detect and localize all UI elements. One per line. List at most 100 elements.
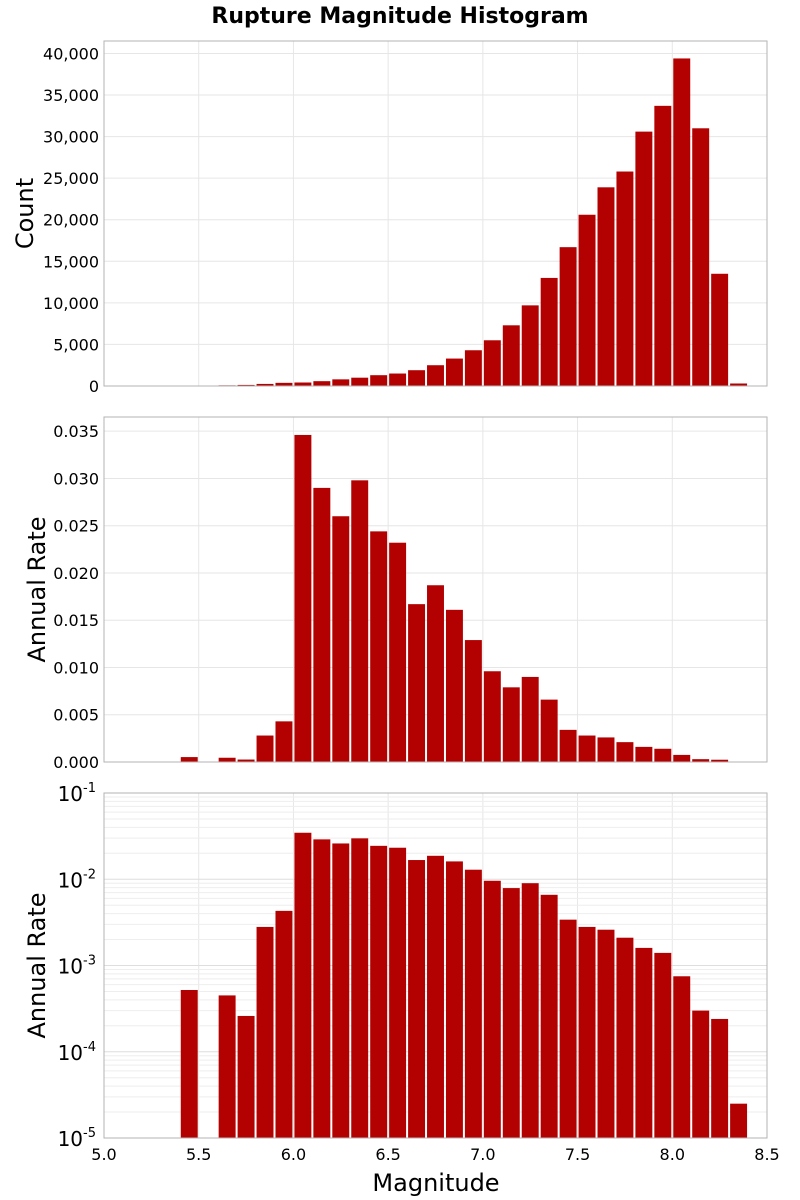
bar xyxy=(502,888,520,1138)
bar xyxy=(483,880,501,1138)
bar xyxy=(673,754,691,762)
bar xyxy=(313,381,331,386)
bar xyxy=(654,105,672,386)
bar xyxy=(237,384,255,386)
bar xyxy=(540,699,558,762)
bar xyxy=(559,247,577,386)
y-tick-label: 0.005 xyxy=(53,706,99,725)
chart-title: Rupture Magnitude Histogram xyxy=(211,4,588,29)
y-tick-label: 15,000 xyxy=(43,252,99,271)
bar xyxy=(427,365,444,386)
bar xyxy=(616,937,634,1138)
bar xyxy=(427,855,444,1138)
bar xyxy=(351,838,369,1138)
y-tick-label: 0.030 xyxy=(53,469,99,488)
bar xyxy=(351,377,369,386)
bar xyxy=(635,947,653,1138)
bar xyxy=(237,1015,255,1138)
bar xyxy=(559,919,577,1138)
bar xyxy=(256,926,274,1138)
bar xyxy=(445,358,463,386)
bar xyxy=(275,721,293,762)
bar xyxy=(635,131,653,386)
bar xyxy=(427,585,444,762)
bar xyxy=(692,1010,710,1138)
bar xyxy=(256,383,274,386)
y-tick-labels: 10-5 10-4 10-3 10-2 10-1 xyxy=(58,781,96,1151)
bar xyxy=(730,1103,748,1138)
x-tick-labels: 5.0 5.5 6.0 6.5 7.0 7.5 8.0 8.5 xyxy=(91,1145,779,1164)
bar xyxy=(370,531,388,762)
bar xyxy=(389,847,407,1138)
bar xyxy=(540,894,558,1138)
x-tick-label: 8.5 xyxy=(754,1145,779,1164)
bar xyxy=(730,383,748,386)
y-tick-label: 0.010 xyxy=(53,658,99,677)
bar xyxy=(445,609,463,762)
bar xyxy=(521,305,539,386)
y-tick-labels: 0.000 0.005 0.010 0.015 0.020 0.025 0.030 0.035 xyxy=(53,422,99,772)
x-tick-label: 5.5 xyxy=(186,1145,211,1164)
y-tick-label: 10-4 xyxy=(58,1040,96,1065)
bar xyxy=(673,58,691,387)
bar xyxy=(294,832,312,1138)
bar xyxy=(692,128,710,386)
bar xyxy=(351,480,369,762)
plot-frame xyxy=(103,416,768,763)
bar xyxy=(445,861,463,1138)
y-tick-label: 0.035 xyxy=(53,422,99,441)
bar xyxy=(464,350,482,386)
bar xyxy=(711,1018,729,1138)
bar xyxy=(597,929,615,1138)
y-tick-label: 0.025 xyxy=(53,517,99,536)
bar xyxy=(502,325,520,386)
plot-frame xyxy=(103,40,768,387)
bar xyxy=(559,729,577,762)
bars xyxy=(180,434,748,762)
y-tick-label: 20,000 xyxy=(43,211,99,230)
y-tick-label: 10-5 xyxy=(58,1126,96,1151)
bar xyxy=(180,989,198,1138)
y-tick-label: 0.020 xyxy=(53,564,99,583)
bar xyxy=(389,542,407,762)
bar xyxy=(464,869,482,1138)
y-tick-label: 10-1 xyxy=(58,781,96,806)
bar xyxy=(408,370,426,386)
x-tick-label: 6.0 xyxy=(281,1145,306,1164)
bar xyxy=(464,640,482,762)
bars xyxy=(180,832,748,1138)
y-axis-label: Annual Rate xyxy=(23,892,51,1038)
bar xyxy=(483,340,501,386)
y-tick-label: 10,000 xyxy=(43,294,99,313)
panel-count: 0 5,000 10,000 15,000 20,000 25,000 30,000 35,0… xyxy=(11,40,768,396)
bar xyxy=(578,926,596,1138)
bar xyxy=(654,952,672,1138)
bar xyxy=(237,759,255,762)
y-axis-label: Annual Rate xyxy=(23,516,51,662)
bar xyxy=(711,273,729,386)
bar xyxy=(313,839,331,1138)
bar xyxy=(218,757,236,762)
bar xyxy=(521,676,539,762)
bar xyxy=(332,843,350,1138)
bar xyxy=(370,375,388,386)
y-tick-label: 25,000 xyxy=(43,169,99,188)
bar xyxy=(294,434,312,762)
y-tick-label: 5,000 xyxy=(53,335,99,354)
bar xyxy=(483,671,501,762)
x-tick-label: 6.5 xyxy=(375,1145,400,1164)
bars xyxy=(161,58,748,387)
bar xyxy=(578,214,596,386)
y-tick-label: 0.015 xyxy=(53,611,99,630)
y-tick-label: 0.000 xyxy=(53,753,99,772)
y-tick-label: 10-3 xyxy=(58,954,96,979)
bar xyxy=(673,976,691,1138)
panel-annual-rate-linear: 0.000 0.005 0.010 0.015 0.020 0.025 0.030 0.035… xyxy=(23,416,768,772)
bar xyxy=(332,516,350,762)
bar xyxy=(218,995,236,1138)
y-tick-labels: 0 5,000 10,000 15,000 20,000 25,000 30,000 35,0… xyxy=(43,44,99,396)
x-tick-label: 7.0 xyxy=(470,1145,495,1164)
bar xyxy=(275,910,293,1138)
bar xyxy=(540,277,558,386)
